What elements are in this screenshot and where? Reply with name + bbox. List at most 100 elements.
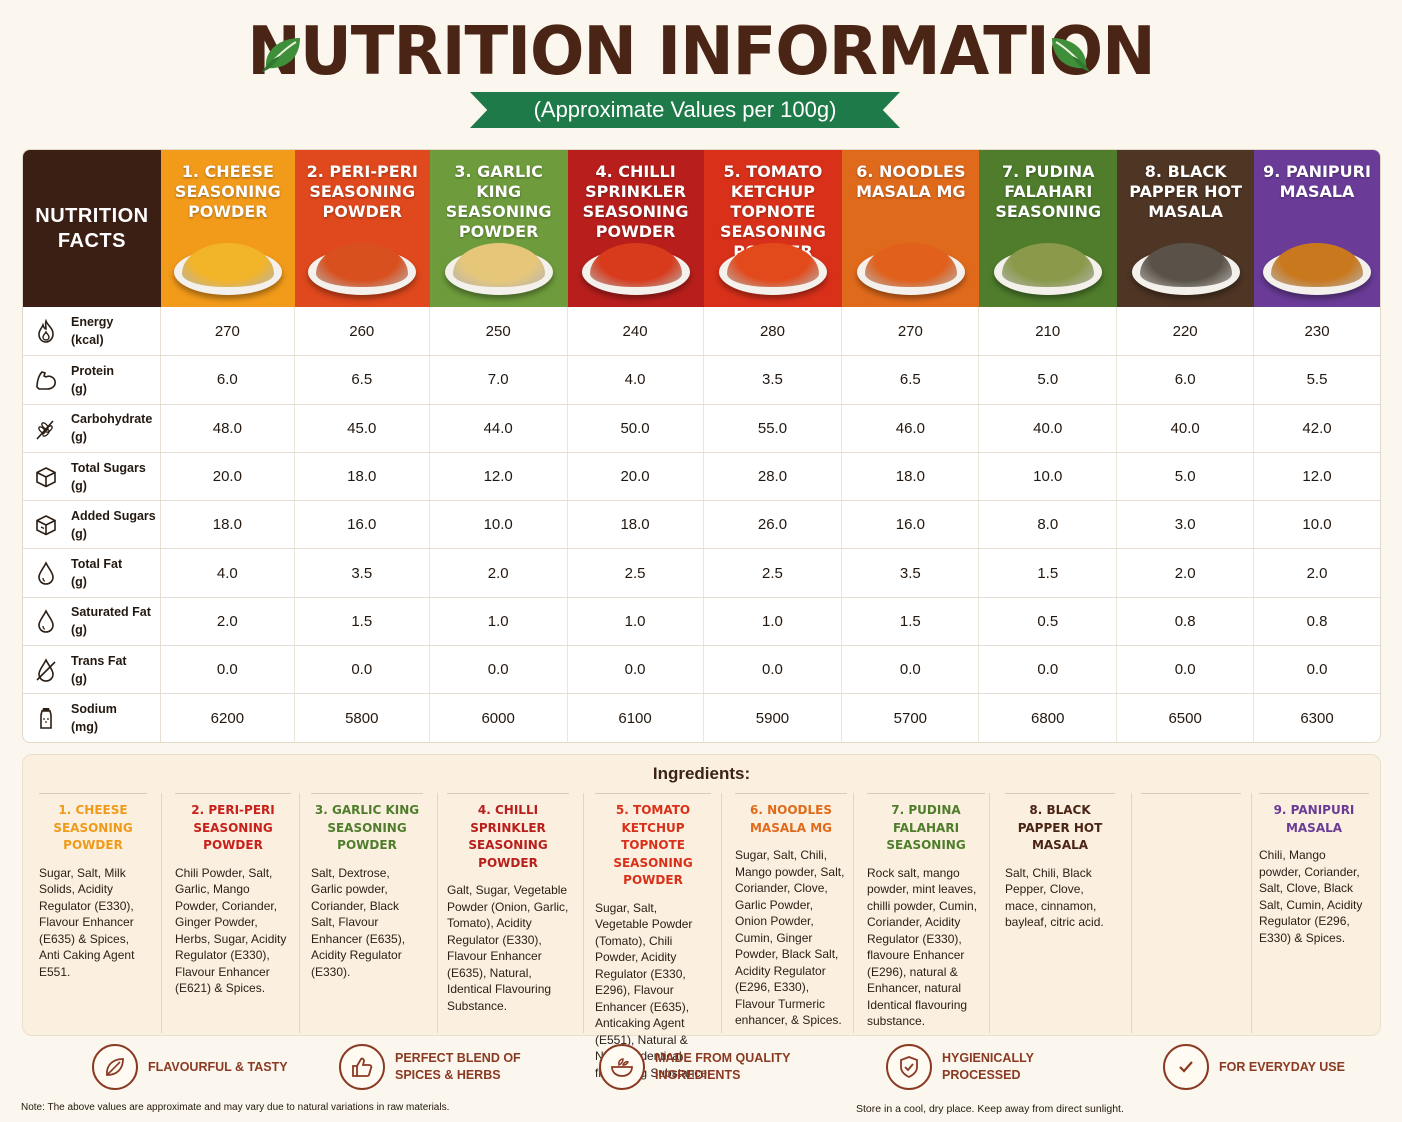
nutrient-value: 0.0	[295, 646, 430, 694]
nutrient-value: 3.5	[295, 549, 430, 597]
powder-bowl-image	[994, 237, 1103, 295]
ingredient-product-name: 3. GARLIC KING SEASONING POWDER	[314, 803, 420, 852]
drop-icon	[38, 561, 54, 585]
powder-mound	[452, 243, 545, 287]
nutrient-value: 230	[1304, 322, 1330, 340]
nutrition-facts-header: NUTRITION FACTS	[23, 150, 161, 307]
nutrient-label-cell: Total Fat (g)	[23, 549, 161, 597]
nutrient-value: 18.0	[295, 452, 430, 501]
nutrient-unit: (g)	[71, 671, 87, 686]
nutrient-value: 1.5	[979, 549, 1118, 597]
product-name: 4. CHILLI SPRINKLER SEASONING POWDER	[582, 162, 689, 241]
nutrient-value: 0.0	[1306, 661, 1328, 679]
ingredient-product-name: 8. BLACK PAPPER HOT MASALA	[1017, 803, 1103, 852]
feature-icon-badge	[1163, 1044, 1209, 1090]
column-divider	[989, 793, 990, 1033]
nutrient-value: 220	[1117, 307, 1255, 356]
column-rule	[175, 793, 291, 794]
column-rule	[447, 793, 569, 794]
feature-item: MADE FROM QUALITY INGREDIENTS	[599, 1044, 805, 1090]
salt-shaker-icon	[40, 708, 52, 729]
product-header: 3. GARLIC KING SEASONING POWDER	[429, 150, 568, 307]
powder-mound	[181, 243, 274, 287]
column-rule	[595, 793, 711, 794]
table-row: Total Fat (g) 4.0 3.5 2.0 2.5 2.5 3.5 1.5 2.0 2.0	[23, 548, 1380, 597]
powder-mound	[589, 243, 682, 287]
nutrient-label-cell: Added Sugars (g)	[23, 501, 161, 549]
powder-bowl-image	[1131, 237, 1240, 295]
ingredient-product-name: 2. PERI-PERI SEASONING POWDER	[191, 803, 275, 852]
ingredient-list: Salt, Dextrose, Garlic powder, Coriander…	[311, 865, 406, 979]
nutrient-value: 2.5	[568, 549, 704, 597]
ingredient-product-name: 1. CHEESE SEASONING POWDER	[53, 803, 133, 852]
product-header: 1. CHEESE SEASONING POWDER	[160, 150, 295, 307]
ingredient-product-name: 5. TOMATO KETCHUP TOPNOTE SEASONING POWD…	[613, 803, 693, 887]
nutrient-value: 0.5	[979, 597, 1118, 646]
ingredient-list: Salt, Chili, Black Pepper, Clove, mace, …	[1005, 865, 1104, 930]
product-name: 9. PANIPURI MASALA	[1263, 162, 1371, 201]
muscle-icon	[36, 371, 56, 390]
ingredients-column: 2. PERI-PERI SEASONING POWDER Chili Powde…	[175, 793, 291, 1033]
bowl-icon	[611, 1058, 633, 1077]
nutrient-value: 46.0	[842, 404, 980, 452]
product-header: 9. PANIPURI MASALA	[1254, 150, 1380, 307]
sugar-cube-icon	[36, 466, 56, 487]
nutrient-value: 4.0	[161, 549, 295, 597]
shield-check-icon	[900, 1056, 918, 1079]
ingredient-product-name: 4. CHILLI SPRINKLER SEASONING POWDER	[468, 803, 548, 870]
ingredients-column: 6. NOODLES MASALA MG Sugar, Salt, Chili, …	[735, 793, 847, 1033]
ingredients-column: 7. PUDINA FALAHARI SEASONING Rock salt, m…	[867, 793, 985, 1033]
nutrient-label: Saturated Fat (g)	[71, 603, 151, 639]
nutrient-value: 12.0	[430, 452, 568, 501]
nutrient-label: Total Sugars (g)	[71, 459, 146, 495]
nutrient-value: 270	[161, 307, 295, 356]
ingredients-column: 3. GARLIC KING SEASONING POWDER Salt, Dex…	[311, 793, 423, 1033]
ingredient-product-name: 6. NOODLES MASALA MG	[749, 803, 833, 835]
table-row: Protein (g) 6.0 6.5 7.0 4.0 3.5 6.5 5.0 6.0 5.5	[23, 355, 1380, 404]
table-row: Added Sugars (g) 18.0 16.0 10.0 18.0 26.0 16.0 8…	[23, 500, 1380, 549]
nutrient-name: Energy	[71, 315, 114, 330]
ingredient-list: Sugar, Salt, Vegetable Powder (Tomato), …	[595, 900, 711, 1080]
nutrient-value: 5.0	[1117, 452, 1255, 501]
nutrient-value: 10.0	[979, 452, 1118, 501]
nutrient-value: 50.0	[568, 404, 704, 452]
table-row: Total Sugars (g) 20.0 18.0 12.0 20.0 28.0 18.0 1…	[23, 451, 1380, 501]
nutrient-label-cell: Protein (g)	[23, 356, 161, 404]
column-divider	[1131, 793, 1132, 1033]
feature-icon-badge	[599, 1044, 645, 1090]
nutrient-value: 5800	[295, 694, 430, 742]
powder-mound	[1002, 243, 1095, 287]
powder-mound	[316, 243, 409, 287]
product-name: 8. BLACK PAPPER HOT MASALA	[1129, 162, 1243, 221]
nutrient-value: 0.0	[161, 646, 295, 694]
ingredient-list: Chili Powder, Salt, Garlic, Mango Powder…	[175, 865, 287, 996]
flame-icon	[38, 318, 54, 343]
nutrient-label-cell: Total Sugars (g)	[23, 452, 161, 501]
feature-icon-badge	[92, 1044, 138, 1090]
nutrient-value: 2.0	[161, 597, 295, 646]
column-divider	[437, 793, 438, 1033]
feature-item: HYGIENICALLY PROCESSED	[886, 1044, 1092, 1090]
nutrient-unit: (g)	[71, 575, 87, 590]
column-rule	[311, 793, 423, 794]
leaf-icon	[1052, 38, 1090, 72]
nutrient-value: 1.0	[568, 597, 704, 646]
nutrient-value: 0.0	[430, 646, 568, 694]
nutrient-value: 6.0	[161, 356, 295, 404]
nutrient-unit: (mg)	[71, 720, 99, 735]
powder-mound	[1139, 243, 1232, 287]
nutrient-name: Total Sugars	[71, 460, 146, 475]
nutrient-value: 8.0	[979, 501, 1118, 549]
note-storage: Store in a cool, dry place. Keep away fr…	[856, 1103, 1124, 1115]
nutrient-unit: (kcal)	[71, 333, 104, 348]
ingredients-column-empty	[1141, 793, 1241, 1033]
nutrient-value: 18.0	[842, 452, 980, 501]
column-rule	[1005, 793, 1115, 794]
powder-bowl-image	[718, 237, 827, 295]
product-header: 5. TOMATO KETCHUP TOPNOTE SEASONING POWD…	[703, 150, 843, 307]
nutrient-value: 44.0	[430, 404, 568, 452]
product-header: 7. PUDINA FALAHARI SEASONING	[979, 150, 1118, 307]
leaf-icon	[106, 1058, 124, 1076]
sugar-cubes-icon	[36, 514, 56, 536]
nutrient-unit: (g)	[71, 381, 87, 396]
